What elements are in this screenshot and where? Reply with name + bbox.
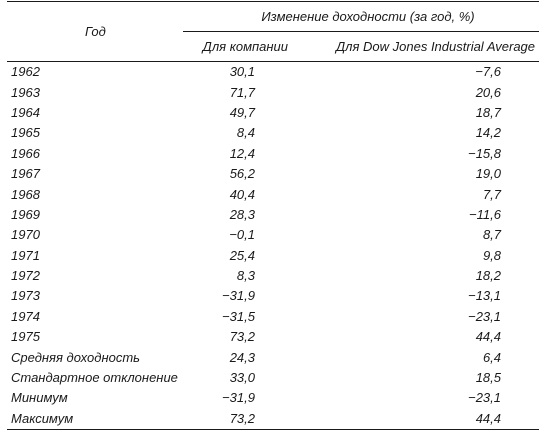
table-row: 1969 28,3 −11,6 bbox=[7, 205, 539, 225]
company-return-cell: 24,3 bbox=[229, 349, 255, 365]
row-label: 1971 bbox=[11, 247, 40, 263]
row-label: Стандартное отклонение bbox=[11, 370, 178, 386]
row-label: 1964 bbox=[11, 104, 40, 120]
table-body: 1962 30,1 −7,6 1963 71,7 20,6 1964 49,7 18,7 1965… bbox=[7, 62, 540, 431]
dow-return-cell: −23,1 bbox=[468, 308, 502, 324]
dow-return-cell: 6,4 bbox=[482, 349, 502, 365]
dow-return-cell: −7,6 bbox=[475, 64, 502, 80]
row-label: Средняя доходность bbox=[11, 349, 140, 365]
company-return-cell: 30,1 bbox=[229, 64, 255, 80]
table-row: 1972 8,3 18,2 bbox=[7, 266, 539, 286]
company-return-cell: 12,4 bbox=[229, 145, 255, 161]
row-label: 1968 bbox=[11, 186, 40, 202]
table-row: Максимум 73,2 44,4 bbox=[7, 408, 540, 431]
group-header-row: Изменение доходности (за год, %) bbox=[7, 1, 540, 32]
table-row: Средняя доходность 24,3 6,4 bbox=[7, 347, 539, 367]
company-return-cell: 33,0 bbox=[229, 370, 255, 386]
table-row: 1975 73,2 44,4 bbox=[7, 327, 539, 347]
table-row: 1963 71,7 20,6 bbox=[7, 82, 539, 102]
company-return-cell: −0,1 bbox=[229, 227, 255, 243]
row-label: 1974 bbox=[11, 308, 40, 324]
table-row: 1962 30,1 −7,6 bbox=[7, 62, 539, 83]
column-header-company: Для компании bbox=[202, 38, 288, 54]
returns-table: Изменение доходности (за год, %) Год Для… bbox=[7, 1, 540, 431]
row-label: 1970 bbox=[11, 227, 40, 243]
table-row: 1968 40,4 7,7 bbox=[7, 184, 539, 204]
dow-return-cell: −23,1 bbox=[468, 390, 502, 406]
column-header-year: Год bbox=[85, 24, 106, 40]
company-return-cell: 25,4 bbox=[229, 247, 255, 263]
row-label: Максимум bbox=[7, 408, 183, 431]
company-return-cell: 56,2 bbox=[229, 166, 255, 182]
table-header: Изменение доходности (за год, %) Год Для… bbox=[7, 1, 540, 62]
table-row: Стандартное отклонение 33,0 18,5 bbox=[7, 368, 539, 388]
company-return-cell: 8,4 bbox=[236, 125, 255, 141]
row-label: 1967 bbox=[11, 166, 40, 182]
dow-return-cell: 8,7 bbox=[482, 227, 502, 243]
dow-return-cell: −11,6 bbox=[469, 206, 502, 222]
dow-return-cell: 20,6 bbox=[475, 84, 502, 100]
company-return-cell: −31,9 bbox=[222, 288, 255, 304]
dow-return-cell: 18,5 bbox=[475, 370, 502, 386]
row-label: 1975 bbox=[11, 329, 40, 345]
table-row: 1973 −31,9 −13,1 bbox=[7, 286, 539, 306]
row-label: 1962 bbox=[11, 64, 40, 80]
dow-return-cell: 18,2 bbox=[475, 268, 502, 284]
table-row: 1965 8,4 14,2 bbox=[7, 123, 539, 143]
column-header-row: Год Для компании Для Dow Jones Industria… bbox=[7, 24, 540, 62]
dow-return-cell: 18,7 bbox=[475, 104, 502, 120]
company-return-cell: −31,5 bbox=[222, 308, 255, 324]
row-label: 1973 bbox=[11, 288, 40, 304]
dow-return-cell: 44,4 bbox=[294, 408, 540, 431]
table-row: 1974 −31,5 −23,1 bbox=[7, 307, 539, 327]
company-return-cell: 8,3 bbox=[236, 268, 255, 284]
company-return-cell: 73,2 bbox=[183, 408, 294, 431]
table-row: 1970 −0,1 8,7 bbox=[7, 225, 539, 245]
company-return-cell: 28,3 bbox=[229, 206, 255, 222]
company-return-cell: 49,7 bbox=[229, 104, 255, 120]
table-row: 1964 49,7 18,7 bbox=[7, 103, 539, 123]
dow-return-cell: 14,2 bbox=[475, 125, 502, 141]
row-label: 1969 bbox=[11, 206, 40, 222]
company-return-cell: 73,2 bbox=[229, 329, 255, 345]
company-return-cell: 40,4 bbox=[229, 186, 255, 202]
row-label: 1966 bbox=[11, 145, 40, 161]
table-row: 1967 56,2 19,0 bbox=[7, 164, 539, 184]
dow-return-cell: 9,8 bbox=[482, 247, 502, 263]
column-header-dow: Для Dow Jones Industrial Average bbox=[335, 38, 536, 54]
company-return-cell: 71,7 bbox=[229, 84, 255, 100]
dow-return-cell: −13,1 bbox=[468, 288, 502, 304]
table-row: Минимум −31,9 −23,1 bbox=[7, 388, 539, 408]
row-label: 1963 bbox=[11, 84, 40, 100]
dow-return-cell: 19,0 bbox=[475, 166, 502, 182]
row-label: 1965 bbox=[11, 125, 40, 141]
row-label: 1972 bbox=[11, 268, 40, 284]
group-header-label: Изменение доходности (за год, %) bbox=[183, 1, 540, 32]
table-row: 1966 12,4 −15,8 bbox=[7, 144, 539, 164]
dow-return-cell: −15,8 bbox=[468, 145, 502, 161]
dow-return-cell: 44,4 bbox=[475, 329, 502, 345]
table-row: 1971 25,4 9,8 bbox=[7, 246, 539, 266]
dow-return-cell: 7,7 bbox=[482, 186, 502, 202]
row-label: Минимум bbox=[11, 390, 68, 406]
company-return-cell: −31,9 bbox=[222, 390, 255, 406]
